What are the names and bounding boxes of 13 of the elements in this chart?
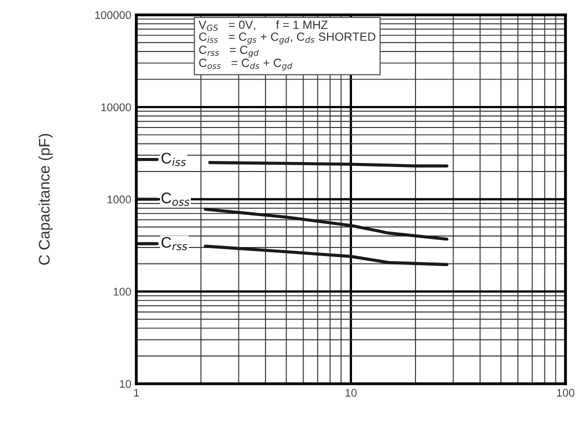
y-axis-title: C Capacitance (pF) [38,134,53,265]
text: V$_{GS}$ = 0V, f = 1 MHZ C$_{iss}$ = C$_{gs}$ + C$_{gd}$, C$_{ds}$ SHORTED C$_{rss}$ = C$_{gd}$ C$_{oss}$ = C$_{ds}$ + C$_{gd}$ [198,20,376,71]
series-label: C$_{rss}$ [162,236,188,250]
y-tick-label: 10000 [101,103,132,112]
y-tick-label: 100000 [95,11,132,19]
series-label: C$_{oss}$ [162,192,190,206]
y-tick-label: 1000 [108,196,132,204]
y-tick-label: 100 [114,288,132,296]
x-tick-label: 100 [557,388,574,397]
series-label: C$_{iss}$ [162,152,186,166]
y-tick-label: 10 [120,380,132,388]
x-tick-label: 10 [346,388,357,397]
x-tick-label: 1 [134,388,139,397]
